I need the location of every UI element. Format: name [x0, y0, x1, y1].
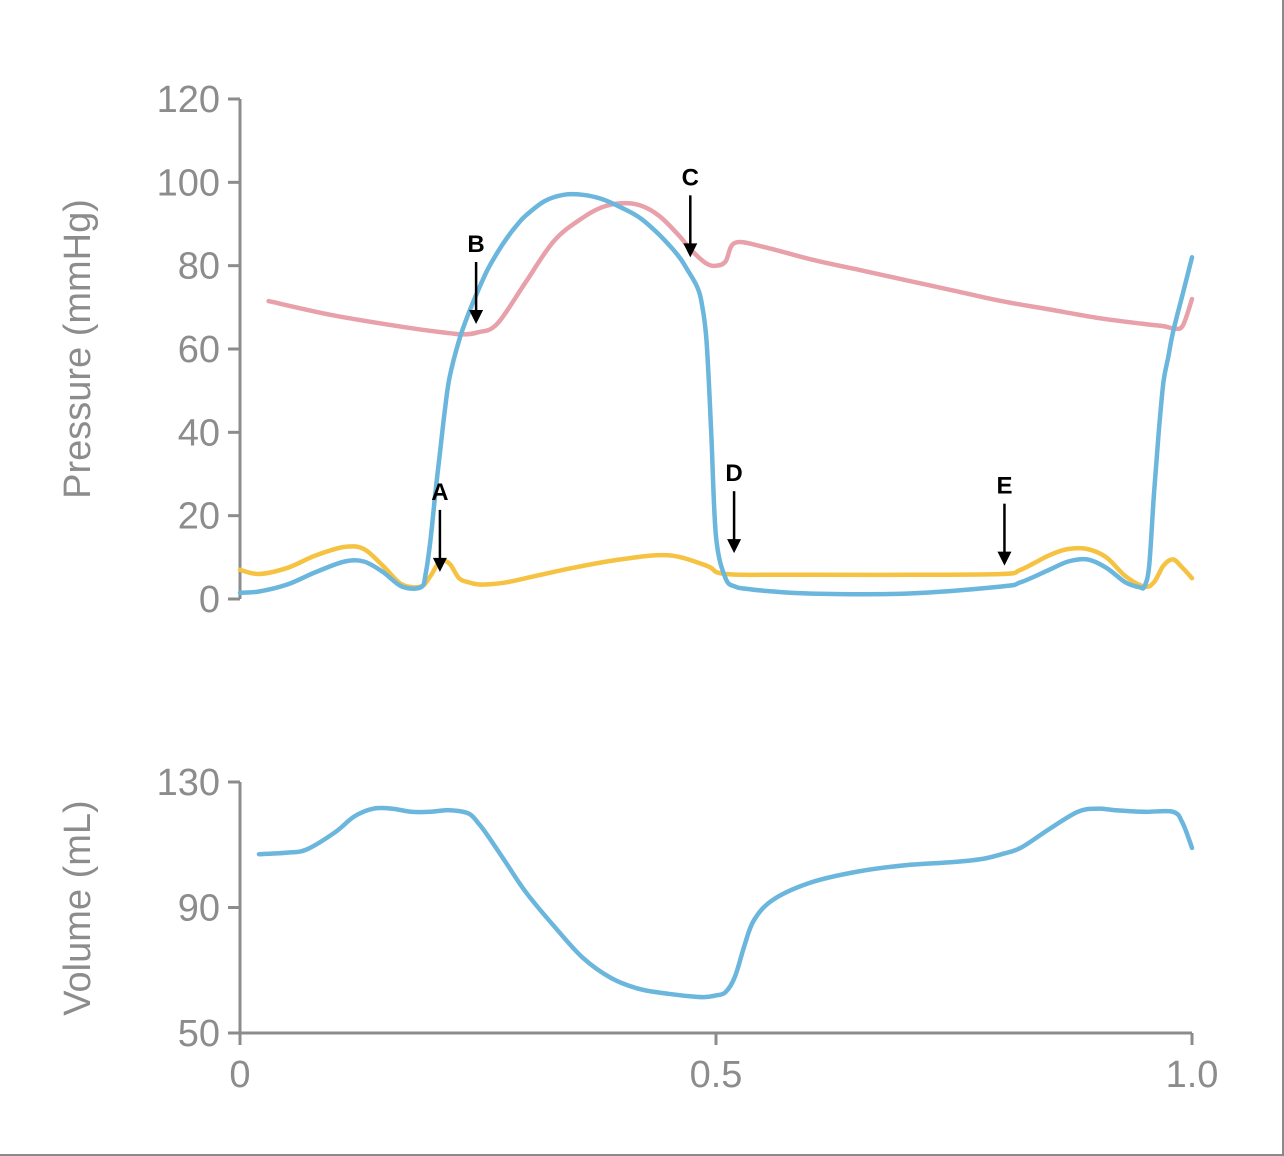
- pressure-y-tick-label: 20: [178, 496, 220, 538]
- annotation-d: D: [725, 460, 743, 554]
- annotation-label: A: [431, 479, 448, 506]
- x-tick-label: 0: [229, 1054, 250, 1096]
- volume-axis-title: Volume (mL): [57, 800, 99, 1015]
- pressure-y-tick-label: 120: [157, 79, 220, 121]
- annotation-arrow-head: [727, 539, 742, 554]
- frame-bottom-edge: [0, 1154, 1284, 1156]
- volume-y-tick-label: 90: [178, 888, 220, 930]
- pressure-y-axis: 0 20 40 60 80 100 120: [157, 79, 242, 621]
- annotation-arrow-head: [683, 243, 698, 258]
- annotation-label: B: [467, 231, 484, 258]
- annotation-arrow-head: [469, 310, 484, 324]
- annotation-label: D: [725, 460, 742, 487]
- pressure-axis-title: Pressure (mmHg): [57, 199, 99, 499]
- annotation-label: C: [682, 164, 699, 191]
- annotation-arrow-head: [432, 557, 447, 572]
- annotation-c: C: [682, 164, 699, 258]
- pressure-annotations: A B C D E: [431, 164, 1012, 572]
- pressure-y-tick-label: 60: [178, 329, 220, 371]
- x-tick-label: 1.0: [1166, 1054, 1219, 1096]
- volume-y-tick-label: 50: [178, 1013, 220, 1055]
- pressure-series-blue-line: [237, 191, 1195, 597]
- pressure-y-tick-label: 40: [178, 412, 220, 454]
- annotation-e: E: [996, 473, 1012, 566]
- volume-chart: Volume (mL) 50 90 130 0 0.5 1.0: [57, 762, 1218, 1096]
- pressure-y-tick-label: 0: [199, 579, 220, 621]
- annotation-arrow-head: [997, 551, 1012, 566]
- frame-right-edge: [1282, 0, 1284, 1156]
- pressure-chart: Pressure (mmHg) 0 20 40 60 80 100 120 A B C D E: [57, 79, 1195, 621]
- annotation-a: A: [431, 479, 449, 572]
- x-tick-label: 0.5: [690, 1054, 743, 1096]
- pressure-y-tick-label: 80: [178, 246, 220, 288]
- pressure-y-tick-label: 100: [157, 162, 220, 204]
- pressure-series-pink-line: [266, 200, 1195, 337]
- volume-series-blue-line: [256, 805, 1195, 1000]
- pressure-series-group: [237, 191, 1195, 597]
- volume-series-group: [256, 805, 1195, 1000]
- annotation-b: B: [467, 231, 485, 324]
- volume-y-tick-label: 130: [157, 762, 220, 804]
- annotation-label: E: [996, 473, 1012, 500]
- volume-axes: 50 90 130 0 0.5 1.0: [157, 762, 1219, 1096]
